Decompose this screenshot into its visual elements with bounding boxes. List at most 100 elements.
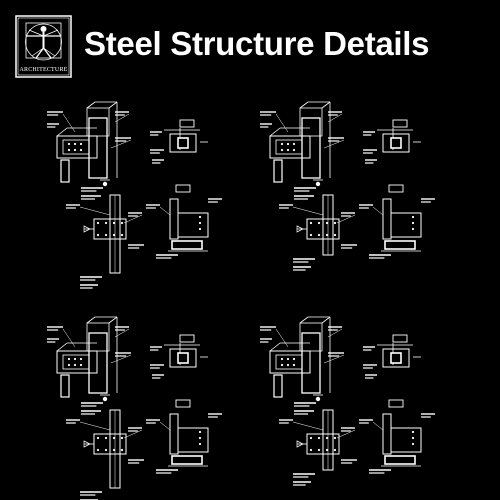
bolt-mark	[198, 227, 202, 231]
bolt-mark	[96, 448, 100, 452]
column-plate	[169, 413, 179, 455]
beam-edge	[269, 342, 281, 352]
column-plate	[169, 198, 179, 240]
beam-web	[56, 135, 98, 159]
detail-panel-bottom-right	[260, 316, 435, 486]
section-box	[382, 348, 410, 368]
bolt-mark	[198, 430, 202, 434]
section-core	[390, 137, 402, 149]
bolt-mark	[325, 221, 329, 225]
leader-line	[372, 206, 384, 216]
bolt-mark	[325, 436, 329, 440]
bolt-mark	[73, 357, 77, 361]
bolt-mark	[104, 436, 108, 440]
bolt-mark	[292, 142, 296, 146]
column-plate	[382, 413, 392, 455]
connection-plate	[177, 212, 209, 238]
bolt-mark	[317, 436, 321, 440]
stiffener	[273, 159, 283, 183]
section-box	[169, 348, 197, 368]
column-edge	[108, 101, 118, 109]
bolt-mark	[411, 442, 415, 446]
section-box	[382, 133, 410, 153]
section-tag	[388, 184, 404, 193]
bolt-mark	[79, 142, 83, 146]
bolt-mark	[286, 148, 290, 152]
logo-label: ARCHITECTURE	[19, 67, 68, 73]
bolt-mark	[309, 436, 313, 440]
bottom-flange	[171, 240, 203, 250]
bolt-mark	[280, 363, 284, 367]
leader-line	[292, 421, 324, 431]
bolt-mark	[79, 363, 83, 367]
column-top	[86, 107, 110, 137]
section-core	[177, 352, 189, 364]
beam-web	[269, 350, 311, 374]
bolt-mark	[120, 436, 124, 440]
section-arrow	[296, 440, 304, 448]
bolt-mark	[286, 357, 290, 361]
section-arrow	[296, 225, 304, 233]
section-tag	[175, 184, 191, 193]
section-arrow	[83, 440, 91, 448]
bolt-mark	[309, 221, 313, 225]
bolt-mark	[292, 357, 296, 361]
connection-plate	[390, 427, 422, 453]
bolt-mark	[79, 148, 83, 152]
connection-plate	[177, 427, 209, 453]
leader-line	[79, 206, 111, 216]
bolt-mark	[325, 233, 329, 237]
column-edge	[108, 316, 118, 324]
bolt-mark	[292, 148, 296, 152]
vitruvian-man-icon	[15, 15, 72, 78]
leader-line	[159, 421, 171, 431]
bolt-mark	[309, 233, 313, 237]
section-core	[390, 352, 402, 364]
section-tag	[179, 334, 195, 343]
bolt-mark	[73, 148, 77, 152]
bolt-mark	[286, 142, 290, 146]
bolt-mark	[411, 227, 415, 231]
bolt-mark	[317, 221, 321, 225]
leader-line	[159, 206, 171, 216]
bolt-mark	[79, 357, 83, 361]
bolt-mark	[112, 221, 116, 225]
beam-edge	[56, 342, 68, 352]
bolt-mark	[120, 233, 124, 237]
column-edge	[299, 101, 309, 109]
detail-panel-bottom-left	[47, 316, 222, 500]
leader-line	[323, 354, 345, 364]
column-edge	[321, 101, 331, 109]
bolt-mark	[317, 448, 321, 452]
end-plate	[275, 354, 303, 370]
leader-line	[336, 429, 356, 439]
bolt-mark	[286, 363, 290, 367]
node-mark	[102, 396, 108, 402]
beam-edge	[56, 127, 68, 137]
section-tag	[175, 399, 191, 408]
bolt-mark	[333, 436, 337, 440]
stiffener	[60, 374, 70, 398]
bolt-mark	[112, 233, 116, 237]
column-edge	[86, 316, 96, 324]
bolt-mark	[67, 357, 71, 361]
bolt-mark	[280, 148, 284, 152]
bolt-mark	[280, 142, 284, 146]
column-top	[86, 322, 110, 352]
bolt-mark	[333, 448, 337, 452]
section-box	[169, 133, 197, 153]
detail-panel-top-right	[260, 101, 435, 271]
bolt-mark	[411, 221, 415, 225]
bolt-mark	[411, 215, 415, 219]
beam-edge	[269, 127, 281, 137]
bottom-flange	[384, 240, 416, 250]
bolt-mark	[96, 436, 100, 440]
leader-line	[327, 328, 343, 338]
section-arrow	[83, 225, 91, 233]
leader-line	[123, 214, 143, 224]
leader-line	[110, 139, 132, 149]
bolt-mark	[411, 430, 415, 434]
leader-line	[62, 113, 76, 133]
